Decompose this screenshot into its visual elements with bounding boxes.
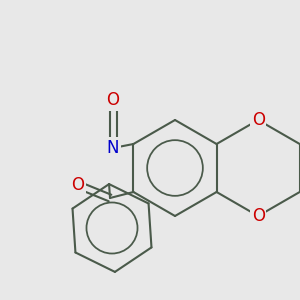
Text: O: O <box>252 111 265 129</box>
Text: N: N <box>107 139 119 157</box>
Text: O: O <box>71 176 85 194</box>
Text: O: O <box>252 207 265 225</box>
Text: O: O <box>106 91 119 109</box>
